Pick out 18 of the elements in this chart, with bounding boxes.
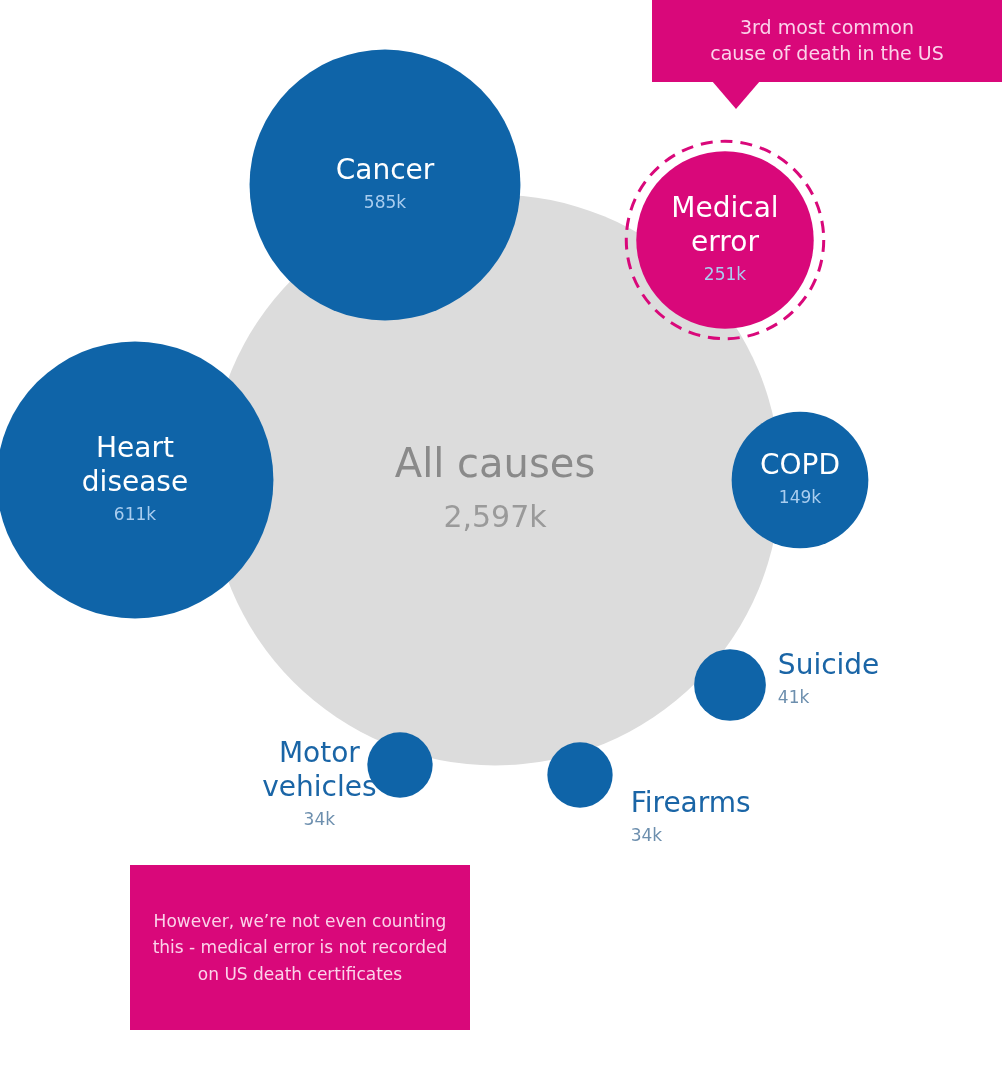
- category-label: Cancer: [335, 153, 435, 187]
- data-label: 149k: [778, 487, 822, 508]
- category-label: Suicide: [777, 648, 880, 682]
- category-label: Motor vehicles: [262, 736, 377, 803]
- data-label: 251k: [703, 263, 747, 284]
- data-label: 2,597k: [443, 498, 548, 534]
- category-label: COPD: [759, 448, 841, 482]
- category-label: Medical error: [671, 191, 779, 259]
- text: 3rd most common cause of death in the US: [652, 0, 1002, 82]
- data-label: 34k: [303, 808, 336, 829]
- category-label: All causes: [394, 440, 596, 487]
- data-label: 41k: [777, 687, 810, 708]
- data-label: 34k: [630, 825, 663, 846]
- category-label: Heart disease: [81, 431, 189, 499]
- data-label: 585k: [363, 192, 407, 213]
- text: However, we’re not even counting this - medical error is not recorded on US death certificates: [130, 865, 470, 1030]
- category-label: Firearms: [630, 786, 751, 820]
- data-label: 611k: [113, 503, 157, 524]
